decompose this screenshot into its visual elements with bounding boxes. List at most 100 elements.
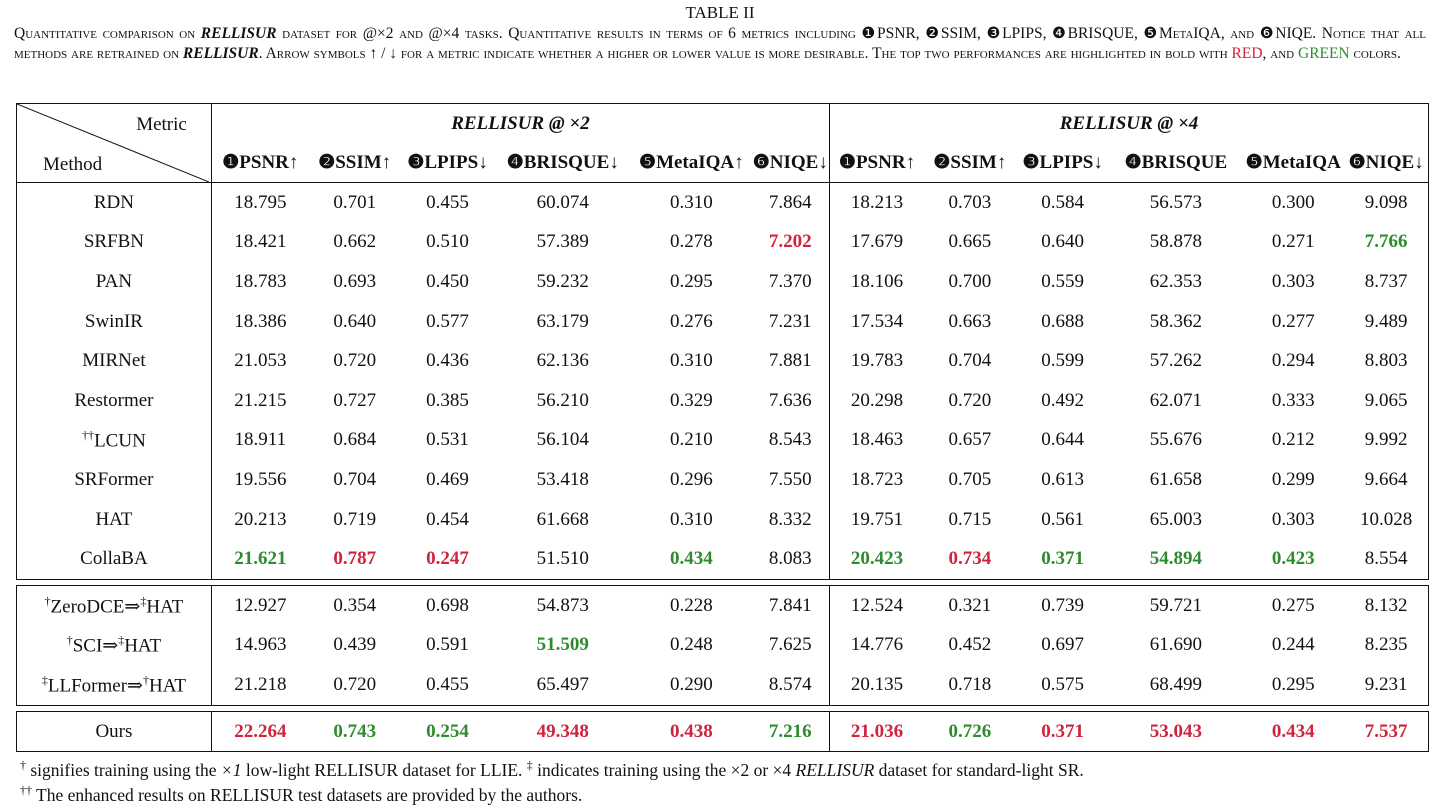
value-cell: 0.455 — [400, 665, 495, 706]
value-cell: 0.640 — [1041, 231, 1085, 253]
footnote-part: dataset for standard-light SR. — [874, 759, 1084, 780]
method-label: Restormer — [74, 389, 154, 411]
value-cell: 0.436 — [426, 350, 469, 372]
table-title: TABLE II — [685, 3, 755, 22]
value-cell: 51.510 — [494, 539, 632, 580]
value-cell: 7.841 — [751, 584, 831, 626]
value-cell: 0.726 — [923, 710, 1016, 753]
value-cell: 8.132 — [1344, 584, 1430, 626]
value-cell: 0.531 — [426, 429, 469, 451]
value-cell: 53.418 — [536, 468, 589, 490]
value-cell: 0.333 — [1271, 389, 1315, 411]
value-cell: 18.783 — [234, 270, 287, 292]
value-cell: 0.693 — [333, 270, 377, 292]
metric-header: ❶PSNR↑ — [211, 143, 309, 183]
value-cell: 0.591 — [426, 634, 469, 656]
footnote-marker: ‡ — [140, 593, 147, 608]
value-cell: 0.697 — [1041, 634, 1085, 656]
value-cell: 65.003 — [1149, 508, 1203, 530]
value-cell: 0.294 — [1271, 350, 1315, 372]
footnote-marker: † — [66, 633, 73, 648]
metric-header: ❻NIQE↓ — [1344, 143, 1430, 183]
method-label: HAT — [124, 635, 162, 657]
value-cell: 0.561 — [1041, 508, 1085, 530]
table-row: Restormer 21.215 0.727 0.385 56.210 0.329 7.63… — [16, 380, 1430, 421]
value-cell: 7.636 — [751, 380, 831, 421]
table-row: HAT 20.213 0.719 0.454 61.668 0.310 8.332 19.75… — [16, 499, 1430, 540]
value-cell: 0.718 — [923, 665, 1016, 706]
value-cell: 61.690 — [1149, 634, 1203, 656]
value-cell: 8.737 — [1344, 262, 1430, 302]
method-label: SRFormer — [74, 468, 154, 490]
value-cell: 0.455 — [426, 191, 469, 213]
corner-metric-label: Metric — [136, 114, 187, 135]
value-cell: 0.438 — [631, 710, 752, 753]
method-label: HAT — [146, 595, 184, 617]
value-cell: 0.599 — [1041, 350, 1085, 372]
value-cell: 0.734 — [923, 539, 1016, 580]
table-row: CollaBA 21.621 0.787 0.247 51.510 0.434 8.083 2… — [16, 539, 1430, 580]
value-cell: 14.776 — [850, 634, 904, 656]
value-cell: 21.036 — [829, 710, 924, 753]
table-row: SRFormer 19.556 0.704 0.469 53.418 0.296 7.550… — [16, 460, 1430, 500]
value-cell: 0.705 — [948, 468, 992, 490]
method-name: Ours — [16, 710, 212, 753]
value-cell: 0.295 — [1242, 665, 1345, 706]
value-cell: 57.389 — [536, 231, 589, 253]
method-name: ‡LLFormer⇒†HAT — [16, 665, 212, 706]
value-cell: 9.098 — [1344, 182, 1430, 223]
value-cell: 0.275 — [1242, 584, 1345, 626]
value-cell: 0.743 — [308, 710, 401, 753]
value-cell: 65.497 — [494, 665, 632, 706]
table-row: PAN 18.783 0.693 0.450 59.232 0.295 7.370 18.10… — [16, 262, 1430, 302]
value-cell: 0.469 — [426, 468, 469, 490]
table-row: ††LCUN 18.911 0.684 0.531 56.104 0.210 8.543 18… — [16, 420, 1430, 461]
value-cell: 0.254 — [400, 710, 495, 753]
value-cell: 0.559 — [1041, 270, 1085, 292]
caption-part: . Arrow symbols ↑ / ↓ for a metric indic… — [258, 45, 1232, 62]
value-cell: 0.640 — [333, 310, 377, 332]
footnote-1: † signifies training using the ×1 low-li… — [20, 758, 1084, 781]
value-cell: 8.083 — [751, 539, 831, 580]
value-cell: 8.235 — [1344, 625, 1430, 666]
value-cell: 7.881 — [751, 341, 831, 381]
method-label: SCI⇒ — [72, 635, 119, 657]
method-label: HAT — [95, 508, 133, 530]
metric-header: ❷SSIM↑ — [308, 143, 401, 183]
value-cell: 19.556 — [234, 468, 287, 490]
method-name: PAN — [16, 262, 212, 302]
value-cell: 7.202 — [751, 222, 831, 263]
value-cell: 0.385 — [426, 389, 469, 411]
method-label: RDN — [93, 191, 134, 213]
value-cell: 8.803 — [1344, 341, 1430, 381]
value-cell: 17.534 — [850, 310, 904, 332]
metric-header: ❹BRISQUE↓ — [494, 143, 632, 183]
method-name: MIRNet — [16, 341, 212, 381]
method-label: PAN — [95, 270, 133, 292]
footnote-part: ‡ — [526, 758, 533, 772]
value-cell: 0.212 — [1271, 429, 1315, 451]
metric-header: ❺MetaIQA↑ — [631, 143, 752, 183]
footnote-part: † — [20, 758, 26, 772]
table-caption: Quantitative comparison on RELLISUR data… — [14, 24, 1426, 64]
value-cell: 59.721 — [1109, 584, 1243, 626]
method-label: SwinIR — [84, 310, 143, 332]
value-cell: 0.739 — [1015, 584, 1110, 626]
group-header-x4: RELLISUR @ ×4 — [829, 103, 1429, 143]
value-cell: 68.499 — [1109, 665, 1243, 706]
value-cell: 9.489 — [1344, 301, 1430, 342]
table-row: Ours 22.264 0.743 0.254 49.348 0.438 7.216 21.0… — [16, 710, 1430, 753]
table-row: RDN 18.795 0.701 0.455 60.074 0.310 7.864 18.21… — [16, 182, 1430, 223]
value-cell: 0.577 — [426, 310, 469, 332]
value-cell: 0.720 — [948, 389, 992, 411]
value-cell: 10.028 — [1344, 499, 1430, 540]
method-name: †SCI⇒‡HAT — [16, 625, 212, 666]
caption-part: Quantitative comparison on — [14, 25, 201, 42]
value-cell: 0.720 — [333, 350, 377, 372]
value-cell: 18.213 — [850, 191, 904, 213]
group-header-x2: RELLISUR @ ×2 — [211, 103, 831, 143]
value-cell: 0.354 — [308, 584, 401, 626]
method-label: CollaBA — [80, 548, 148, 570]
metric-header: ❸LPIPS↓ — [1015, 143, 1110, 183]
value-cell: 0.210 — [669, 429, 713, 451]
